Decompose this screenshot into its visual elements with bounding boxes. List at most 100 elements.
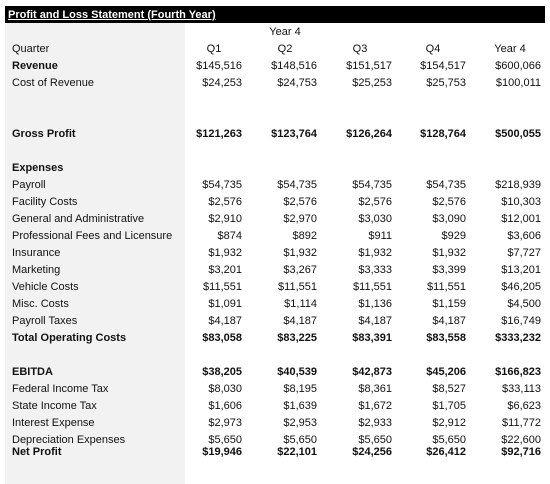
expense-row: Payroll $54,735 $54,735 $54,735 $54,735 $218,…: [5, 177, 545, 194]
cell-year4: $3,606: [507, 230, 541, 242]
sheet-title: Profit and Loss Statement (Fourth Year): [5, 6, 545, 23]
cell-q1: $83,058: [202, 332, 242, 344]
row-label: Cost of Revenue: [12, 77, 94, 89]
cell-q1: $2,910: [208, 213, 242, 225]
cell-year4: $11,772: [502, 417, 541, 429]
expense-row: General and Administrative $2,910 $2,970 $3…: [5, 211, 545, 228]
cell-q2: $2,953: [283, 417, 317, 429]
cell-q3: $1,672: [358, 400, 392, 412]
quarter-header-row: Quarter Q1 Q2 Q3 Q4 Year 4: [5, 41, 545, 58]
cell-q1: $2,973: [208, 417, 242, 429]
below-ebitda-row: State Income Tax $1,606 $1,639 $1,672 $1,705…: [5, 398, 545, 415]
cell-q2: $22,101: [277, 446, 317, 458]
cell-year4: $6,623: [507, 400, 541, 412]
cell-q3: $126,264: [346, 128, 392, 140]
cell-q4: $1,159: [432, 298, 466, 310]
row-label: Vehicle Costs: [12, 281, 79, 293]
cell-q2: $148,516: [271, 60, 317, 72]
cell-q2: $1,639: [283, 400, 317, 412]
cell-q4: $4,187: [432, 315, 466, 327]
revenue-row: Revenue $145,516 $148,516 $151,517 $154,…: [5, 58, 545, 75]
expense-row: Facility Costs $2,576 $2,576 $2,576 $2,576 $1…: [5, 194, 545, 211]
cell-q4: $1,705: [432, 400, 466, 412]
cell-q2: $1,932: [283, 247, 317, 259]
cell-q4: $2,912: [432, 417, 466, 429]
row-label: Total Operating Costs: [12, 332, 127, 344]
cell-q3: $3,030: [358, 213, 392, 225]
expenses-heading: Expenses: [12, 162, 64, 174]
cell-q4: $45,206: [426, 366, 466, 378]
cell-q1: $145,516: [196, 60, 242, 72]
row-label: Federal Income Tax: [12, 383, 109, 395]
row-label: General and Administrative: [12, 213, 145, 225]
cell-year4: $100,011: [495, 77, 541, 89]
cell-q4: $929: [441, 230, 466, 242]
cell-year4: $16,749: [501, 315, 541, 327]
row-label: Insurance: [12, 247, 61, 259]
cell-q3: $4,187: [358, 315, 392, 327]
cell-q3: $42,873: [352, 366, 392, 378]
cell-q1: $2,576: [208, 196, 242, 208]
cell-year4: $166,823: [495, 366, 541, 378]
expense-row: Misc. Costs $1,091 $1,114 $1,136 $1,159 $4,50…: [5, 296, 545, 313]
cell-q3: $8,361: [358, 383, 392, 395]
header-q4: Q4: [425, 43, 441, 55]
cell-q2: $4,187: [283, 315, 317, 327]
cell-q2: $8,195: [283, 383, 317, 395]
cell-q4: $128,764: [420, 128, 466, 140]
row-label: Payroll Taxes: [12, 315, 78, 327]
expense-row: Vehicle Costs $11,551 $11,551 $11,551 $11,55…: [5, 279, 545, 296]
cell-q3: $54,735: [352, 179, 392, 191]
cell-q4: $8,527: [432, 383, 466, 395]
row-label: Marketing: [12, 264, 61, 276]
cell-q2: $2,576: [283, 196, 317, 208]
row-label: Gross Profit: [12, 128, 76, 140]
cell-q3: $1,932: [358, 247, 392, 259]
cell-q1: $1,606: [208, 400, 242, 412]
cell-year4: $46,205: [501, 281, 541, 293]
cell-year4: $92,716: [501, 446, 541, 458]
cell-q3: $2,933: [358, 417, 392, 429]
label-column-shade: [5, 23, 185, 484]
cell-q4: $83,558: [426, 332, 466, 344]
cell-year4: $7,727: [507, 247, 541, 259]
cell-q3: $83,391: [352, 332, 392, 344]
cell-year4: $500,055: [495, 128, 541, 140]
row-label: Payroll: [12, 179, 46, 191]
cell-q2: $40,539: [277, 366, 317, 378]
cell-year4: $13,201: [501, 264, 541, 276]
cell-q1: $4,187: [208, 315, 242, 327]
cell-q2: $123,764: [271, 128, 317, 140]
cell-q3: $2,576: [358, 196, 392, 208]
cell-q3: $24,256: [352, 446, 392, 458]
row-label: Revenue: [12, 60, 58, 72]
cell-q1: $8,030: [208, 383, 242, 395]
row-label: Interest Expense: [12, 417, 95, 429]
cell-q1: $54,735: [202, 179, 242, 191]
cost-of-revenue-row: Cost of Revenue $24,253 $24,753 $25,253 …: [5, 75, 545, 92]
cell-q3: $5,650: [358, 434, 392, 446]
cell-q2: $2,970: [283, 213, 317, 225]
cell-q4: $26,412: [426, 446, 466, 458]
row-label: Misc. Costs: [12, 298, 69, 310]
cell-q2: $5,650: [283, 434, 317, 446]
gross-profit-row: Gross Profit $121,263 $123,764 $126,264 …: [5, 126, 545, 143]
cell-q4: $5,650: [432, 434, 466, 446]
cell-q1: $1,932: [208, 247, 242, 259]
header-q1: Q1: [206, 43, 222, 55]
expense-row: Payroll Taxes $4,187 $4,187 $4,187 $4,187 $16…: [5, 313, 545, 330]
row-label: EBITDA: [12, 366, 53, 378]
cell-q1: $11,551: [203, 281, 242, 293]
header-q3: Q3: [352, 43, 368, 55]
cell-q1: $1,091: [208, 298, 242, 310]
cell-year4: $333,232: [495, 332, 541, 344]
cell-q3: $3,333: [358, 264, 392, 276]
cell-q1: $121,263: [196, 128, 242, 140]
row-label: Facility Costs: [12, 196, 78, 208]
below-ebitda-row: Depreciation Expenses $5,650 $5,650 $5,650 $…: [5, 432, 545, 449]
cell-q2: $54,735: [277, 179, 317, 191]
cell-year4: $600,066: [495, 60, 541, 72]
header-year4: Year 4: [494, 43, 526, 55]
row-label: State Income Tax: [12, 400, 97, 412]
cell-q4: $1,932: [432, 247, 466, 259]
